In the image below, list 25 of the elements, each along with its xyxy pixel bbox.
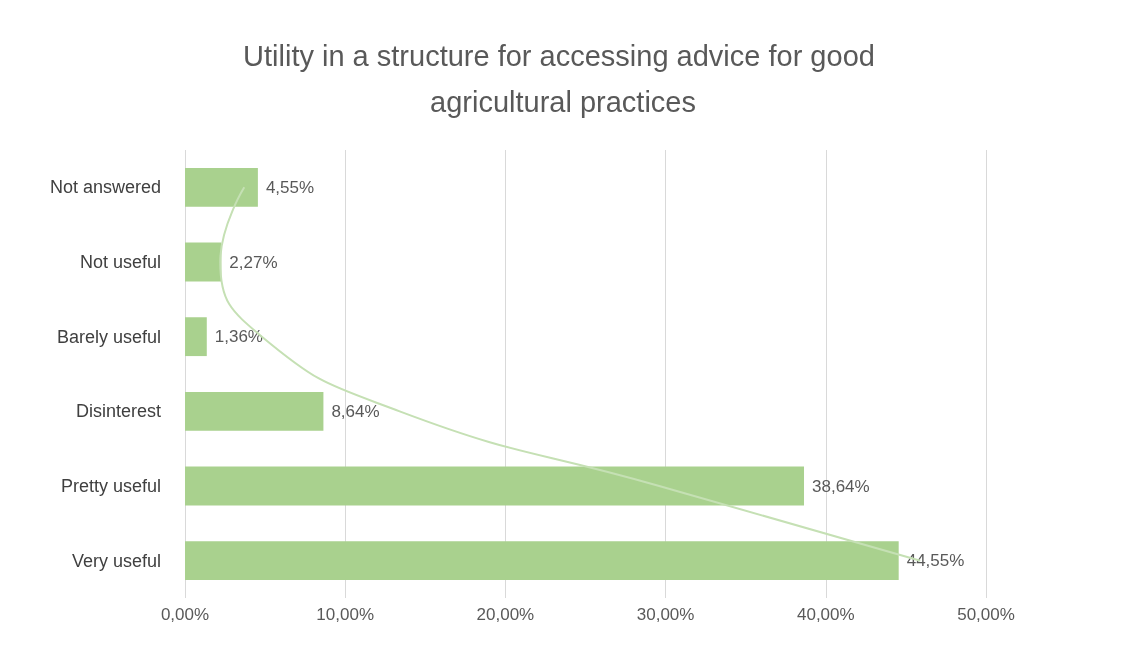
y-tick-label: Very useful: [71, 550, 161, 571]
data-label: 4,55%: [265, 177, 315, 197]
bar: [185, 242, 222, 282]
y-tick-label: Barely useful: [56, 326, 161, 347]
x-tick-label: 10,00%: [316, 605, 375, 624]
bar: [185, 466, 805, 506]
data-label: 1,36%: [214, 327, 263, 347]
x-tick-label: 40,00%: [796, 605, 855, 624]
data-label: 38,64%: [812, 476, 870, 496]
data-label: 2,27%: [229, 252, 278, 272]
x-tick-label: 20,00%: [476, 605, 535, 624]
y-tick-label: Disinterest: [75, 401, 161, 422]
bar: [185, 541, 899, 581]
bar: [185, 391, 324, 431]
data-label: 8,64%: [331, 401, 380, 421]
chart-title: Utility in a structure for accessing advice for good agricultural practices: [243, 40, 883, 118]
x-tick-label: 30,00%: [636, 605, 695, 624]
bar: [185, 167, 258, 207]
data-label: 44,55%: [906, 551, 965, 571]
y-tick-label: Not answered: [49, 177, 161, 198]
x-tick-label: 50,00%: [957, 605, 1015, 624]
y-tick-label: Pretty useful: [60, 476, 161, 496]
bar: [185, 317, 207, 357]
y-tick-label: Not useful: [79, 252, 161, 272]
x-tick-label: 0,00%: [160, 605, 210, 624]
